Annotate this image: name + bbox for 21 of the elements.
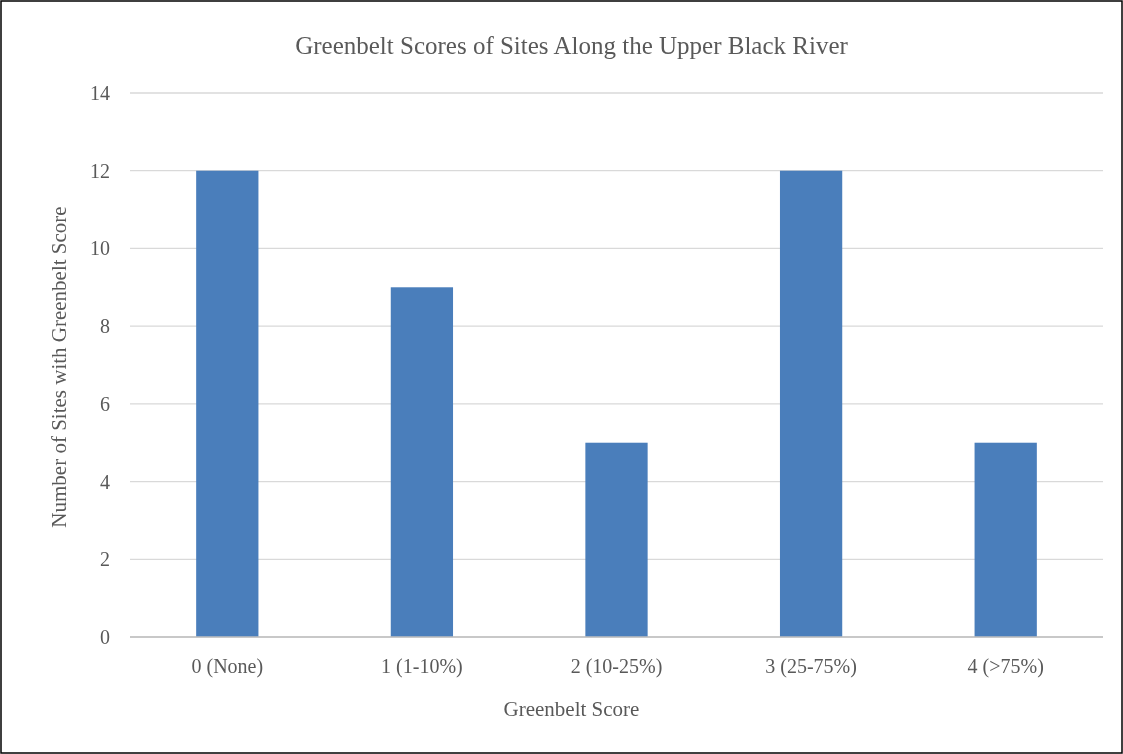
bar	[196, 170, 259, 637]
y-axis-title: Number of Sites with Greenbelt Score	[47, 206, 71, 528]
y-tick-label: 6	[100, 392, 110, 415]
y-tick-label: 4	[100, 470, 110, 493]
y-tick-label: 14	[90, 82, 110, 104]
y-tick-label: 0	[100, 626, 110, 648]
chart-title: Greenbelt Scores of Sites Along the Upper Black River	[295, 32, 849, 59]
y-tick-label: 12	[90, 159, 110, 182]
x-tick-label: 3 (25-75%)	[765, 655, 857, 678]
bar	[390, 287, 454, 637]
x-tick-label: 4 (>75%)	[967, 655, 1044, 678]
x-tick-label: 1 (1-10%)	[381, 655, 463, 678]
y-tick-label: 8	[100, 315, 110, 338]
bar	[974, 442, 1037, 637]
y-tick-label: 2	[100, 548, 110, 571]
x-axis-title: Greenbelt Score	[503, 697, 640, 721]
x-tick-label: 2 (10-25%)	[570, 655, 663, 678]
bar	[585, 442, 648, 637]
bar	[779, 170, 843, 637]
x-tick-label: 0 (None)	[191, 655, 264, 678]
y-tick-label: 10	[90, 237, 110, 260]
